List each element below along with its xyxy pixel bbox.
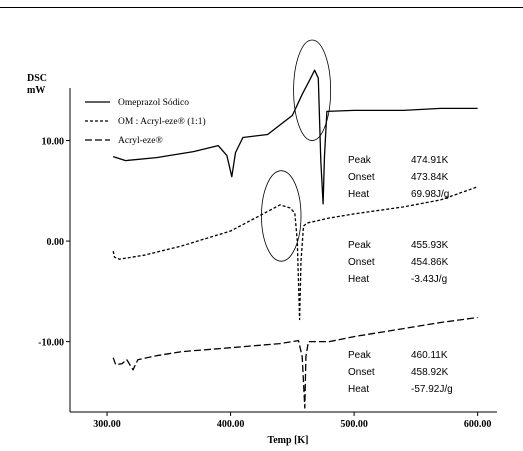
peak-annotations: Peak 474.91K Onset 473.84K Heat 69.98J/g Peak 4… bbox=[348, 155, 453, 395]
top-rule bbox=[0, 7, 523, 8]
series-line-1 bbox=[113, 69, 478, 205]
series-line-2 bbox=[112, 186, 478, 321]
annotation-value: 474.91K bbox=[411, 155, 449, 166]
x-tick-label: 500.00 bbox=[340, 419, 368, 430]
annotation-label: Peak bbox=[348, 350, 372, 361]
annotation-value: 69.98J/g bbox=[411, 189, 449, 200]
highlight-circle bbox=[261, 170, 302, 262]
annotation-value: -57.92J/g bbox=[411, 384, 453, 395]
legend-label: OM : Acryl-eze® (1:1) bbox=[118, 116, 206, 127]
legend: Omeprazol Sódico OM : Acryl-eze® (1:1) Acr… bbox=[85, 98, 206, 146]
highlight-circle bbox=[293, 39, 332, 141]
x-tick-label: 600.00 bbox=[464, 419, 492, 430]
annotation-label: Onset bbox=[348, 257, 375, 268]
y-tick-label: -10.00 bbox=[38, 338, 64, 349]
y-tick-label: 10.00 bbox=[42, 137, 65, 148]
annotation-value: 454.86K bbox=[411, 257, 449, 268]
annotation-value: -3.43J/g bbox=[411, 274, 447, 285]
legend-label: Omeprazol Sódico bbox=[118, 98, 189, 108]
series-layer bbox=[112, 69, 478, 409]
y-tick-label: 0.00 bbox=[47, 237, 65, 248]
x-tick-label: 300.00 bbox=[93, 419, 121, 430]
axes: 300.00 400.00 500.00 600.00 10.00 0.00 -10.00 bbox=[38, 88, 497, 430]
annotation-value: 460.11K bbox=[411, 350, 448, 361]
annotation-label: Onset bbox=[348, 367, 375, 378]
annotation-value: 458.92K bbox=[411, 367, 449, 378]
annotation-label: Heat bbox=[348, 384, 369, 395]
annotation-label: Onset bbox=[348, 172, 375, 183]
y-axis-title-dsc: DSC bbox=[27, 73, 47, 84]
annotation-label: Peak bbox=[348, 155, 372, 166]
annotation-label: Heat bbox=[348, 189, 369, 200]
highlight-circles bbox=[261, 39, 332, 262]
annotation-label: Peak bbox=[348, 240, 372, 251]
y-axis-title-unit: mW bbox=[27, 85, 45, 96]
x-tick-label: 400.00 bbox=[217, 419, 245, 430]
legend-label: Acryl-eze® bbox=[118, 135, 163, 146]
x-axis-title: Temp [K] bbox=[267, 435, 308, 446]
annotation-value: 473.84K bbox=[411, 172, 449, 183]
annotation-label: Heat bbox=[348, 274, 369, 285]
annotation-value: 455.93K bbox=[411, 240, 449, 251]
series-line-3 bbox=[112, 316, 478, 409]
